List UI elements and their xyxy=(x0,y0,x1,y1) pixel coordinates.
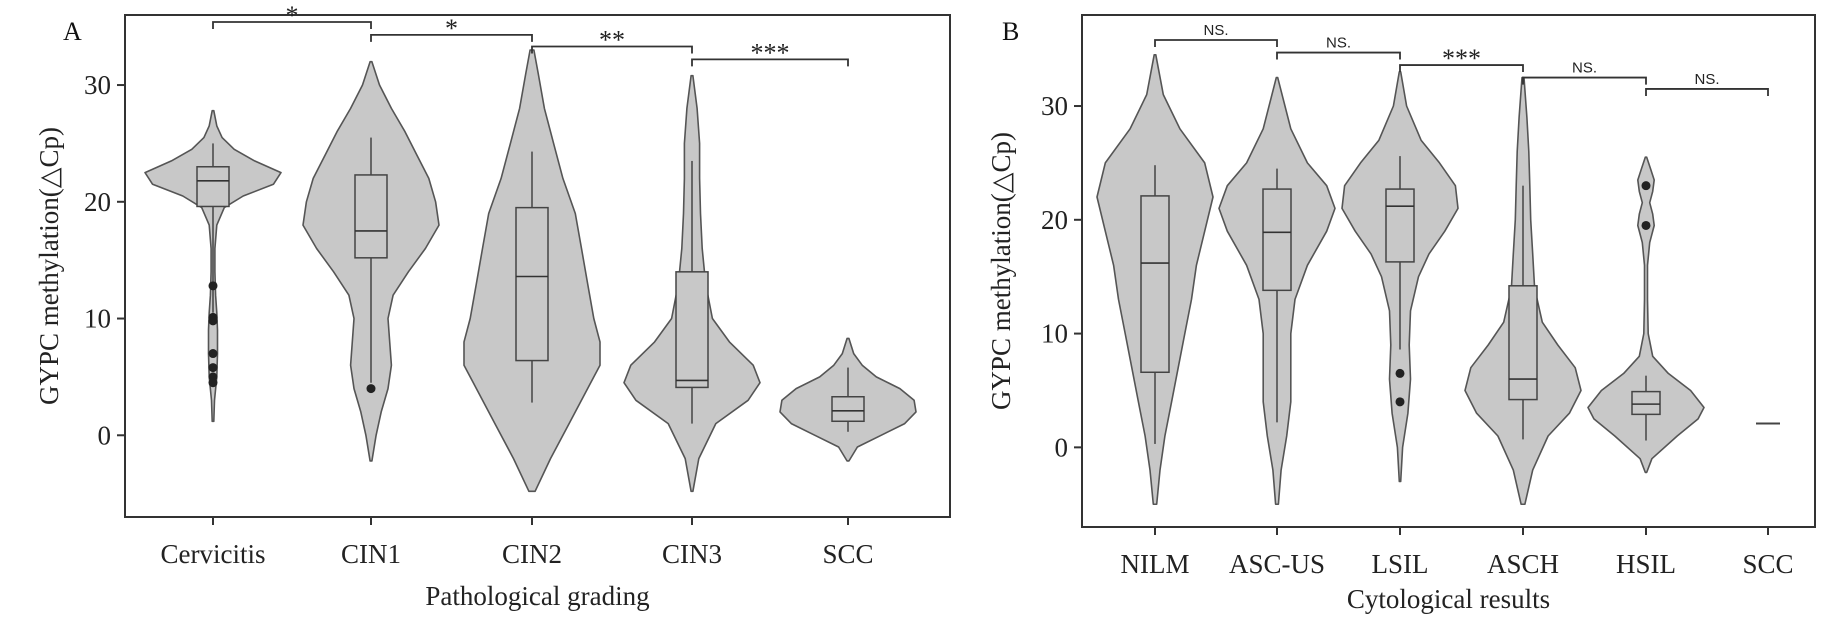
outlier-point xyxy=(208,312,218,322)
violin-scc xyxy=(779,337,917,462)
x-axis-title: Pathological grading xyxy=(425,581,649,611)
violin-asch xyxy=(1464,76,1582,506)
outlier-point xyxy=(1641,220,1651,230)
outlier-point xyxy=(1641,181,1651,191)
bracket-line xyxy=(691,58,849,67)
bracket-line xyxy=(212,21,372,30)
significance-bracket: NS. xyxy=(1522,60,1647,85)
violin-cin3 xyxy=(623,74,761,493)
violin-hsil xyxy=(1587,156,1705,474)
x-axis-title: Cytological results xyxy=(1347,584,1550,614)
box-iqr xyxy=(1385,188,1415,263)
y-tick-label: 20 xyxy=(1041,205,1068,235)
box-iqr xyxy=(196,166,230,208)
y-tick-label: 0 xyxy=(98,420,112,450)
plot-frame xyxy=(124,14,951,518)
y-tick-label: 30 xyxy=(84,70,111,100)
box-iqr xyxy=(1140,195,1170,374)
box-iqr xyxy=(1508,285,1538,401)
y-tick-label: 20 xyxy=(84,187,111,217)
box-iqr xyxy=(675,271,709,389)
x-tick-label: ASC-US xyxy=(1229,549,1325,579)
y-tick-label: 10 xyxy=(1041,319,1068,349)
chart-panel-b: B 0 10 20 30 GYPC methylation(△Cp) NILM ASC-US L… xyxy=(986,14,1816,614)
violin-cin1 xyxy=(302,60,440,462)
significance-label: NS. xyxy=(1203,22,1228,39)
significance-label: NS. xyxy=(1694,71,1719,88)
significance-label: ** xyxy=(599,26,625,55)
y-axis-title: GYPC methylation(△Cp) xyxy=(986,132,1016,410)
bracket-line xyxy=(531,45,693,54)
significance-label: NS. xyxy=(1326,35,1351,52)
x-tick-label: Cervicitis xyxy=(161,539,266,569)
y-tick-label: 10 xyxy=(84,304,111,334)
significance-bracket: * xyxy=(370,14,533,43)
panel-label: A xyxy=(63,17,82,46)
significance-bracket: NS. xyxy=(1154,22,1278,48)
bracket-line xyxy=(1276,51,1401,60)
significance-bracket: NS. xyxy=(1276,35,1401,60)
x-tick-label: ASCH xyxy=(1487,549,1559,579)
plot-frame xyxy=(1081,14,1816,528)
box-iqr xyxy=(515,206,549,362)
bracket-line xyxy=(370,33,533,42)
violin-nilm xyxy=(1096,54,1214,506)
significance-label: *** xyxy=(751,38,790,67)
x-tick-label: NILM xyxy=(1121,549,1190,579)
violin-cervicitis xyxy=(144,109,282,423)
outlier-point xyxy=(208,363,218,373)
box-iqr xyxy=(1631,390,1661,416)
significance-bracket: NS. xyxy=(1645,71,1769,96)
violin-lsil xyxy=(1341,71,1459,483)
significance-bracket: ** xyxy=(531,26,693,55)
box-iqr xyxy=(354,174,388,259)
x-tick-label: CIN3 xyxy=(662,539,722,569)
y-tick-label: 0 xyxy=(1055,432,1069,462)
outlier-point xyxy=(208,349,218,359)
violin-cin2 xyxy=(463,49,601,493)
chart-panel-a: A 0 10 20 30 GYPC methylation(△Cp) Cervicitis C… xyxy=(34,1,951,611)
bracket-line xyxy=(1399,64,1524,73)
outlier-point xyxy=(208,281,218,291)
significance-bracket: *** xyxy=(1399,44,1524,73)
bracket-line xyxy=(1154,39,1278,48)
x-tick-label: HSIL xyxy=(1616,549,1676,579)
violin-asc-us xyxy=(1218,76,1336,506)
x-tick-label: LSIL xyxy=(1372,549,1429,579)
outlier-point xyxy=(366,384,376,394)
significance-bracket: *** xyxy=(691,38,849,67)
x-tick-label: SCC xyxy=(822,539,873,569)
significance-bracket: * xyxy=(212,1,372,30)
y-axis-title: GYPC methylation(△Cp) xyxy=(34,127,64,405)
outlier-point xyxy=(1395,397,1405,407)
significance-label: *** xyxy=(1442,44,1481,73)
bracket-line xyxy=(1645,88,1769,96)
violin-body xyxy=(1587,156,1705,474)
x-tick-label: SCC xyxy=(1742,549,1793,579)
y-tick-label: 30 xyxy=(1041,91,1068,121)
x-tick-label: CIN2 xyxy=(502,539,562,569)
outlier-point xyxy=(1395,368,1405,378)
x-tick-label: CIN1 xyxy=(341,539,401,569)
significance-label: * xyxy=(286,1,299,30)
significance-label: * xyxy=(445,14,458,43)
box-iqr xyxy=(831,396,865,423)
significance-label: NS. xyxy=(1572,60,1597,77)
panel-label: B xyxy=(1002,17,1019,46)
box-iqr xyxy=(1262,188,1292,292)
bracket-line xyxy=(1522,76,1647,85)
outlier-point xyxy=(208,372,218,382)
